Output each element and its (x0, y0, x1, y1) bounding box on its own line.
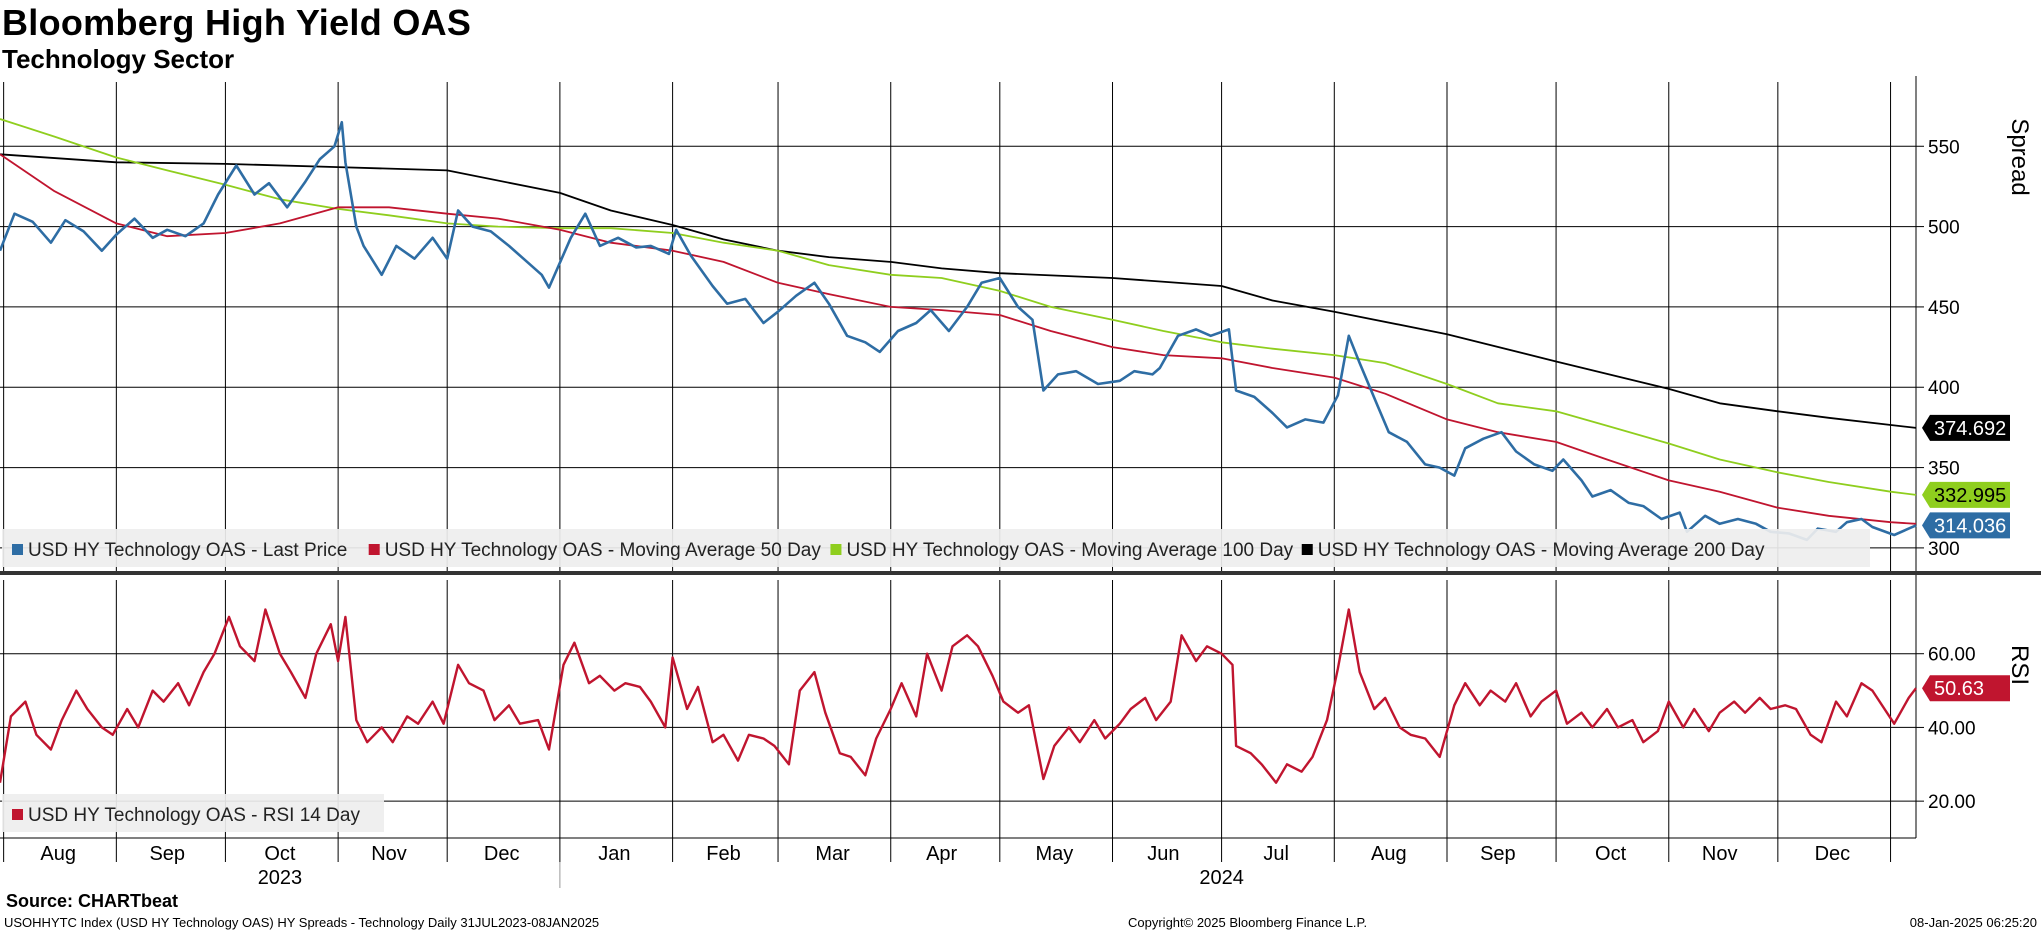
legend-swatch-ma100 (830, 544, 842, 555)
x-month-label: Jun (1147, 843, 1179, 865)
footer-source: Source: CHARTbeat (6, 891, 179, 911)
spread-panel-ytick-label: 450 (1928, 298, 1960, 319)
legend-swatch-rsi (12, 809, 23, 820)
x-month-label: Mar (815, 843, 850, 865)
x-year-label: 2024 (1199, 867, 1244, 889)
legend-label: USD HY Technology OAS - Moving Average 1… (846, 540, 1293, 561)
last-value-badge (1922, 675, 2010, 702)
page-title: Bloomberg High Yield OAS (2, 2, 472, 43)
last-value-label: 374.692 (1934, 418, 2006, 440)
spread-panel-axis-title: Spread (2006, 118, 2033, 195)
x-month-label: Oct (1595, 843, 1627, 865)
x-month-label: Sep (149, 843, 185, 865)
series-line-ma100 (0, 118, 1917, 496)
x-year-label: 2023 (258, 867, 303, 889)
rsi-panel-ytick-label: 60.00 (1928, 645, 1976, 666)
x-month-label: Nov (371, 843, 407, 865)
series-line-ma50 (0, 153, 1917, 525)
rsi-panel-ytick-label: 40.00 (1928, 718, 1976, 739)
last-value-label: 50.63 (1934, 678, 1984, 700)
legend-label: USD HY Technology OAS - Moving Average 2… (1318, 540, 1765, 561)
x-month-label: Jan (598, 843, 630, 865)
spread-panel-ytick-label: 400 (1928, 378, 1960, 399)
spread-panel-legend (2, 529, 1870, 567)
spread-panel-ytick-label: 500 (1928, 218, 1960, 239)
spread-panel-ytick-label: 550 (1928, 137, 1960, 158)
last-value-badge (1922, 414, 2010, 441)
x-month-label: Dec (484, 843, 520, 865)
rsi-panel-ytick-label: 20.00 (1928, 792, 1976, 813)
legend-swatch-last_price (12, 544, 23, 555)
x-month-label: Apr (926, 843, 957, 865)
series-line-last_price (0, 120, 1917, 542)
x-month-label: Nov (1702, 843, 1738, 865)
last-value-badge (1922, 481, 2010, 508)
x-month-label: Oct (264, 843, 296, 865)
legend-swatch-ma200 (1301, 544, 1313, 555)
x-month-label: Aug (1371, 843, 1407, 865)
footer-description: USOHHYTC Index (USD HY Technology OAS) H… (4, 915, 600, 930)
last-value-badge (1922, 512, 2010, 539)
rsi-panel-axis-title: RSI (2006, 645, 2033, 685)
series-line-ma200 (0, 153, 1917, 429)
legend-label: USD HY Technology OAS - RSI 14 Day (28, 805, 360, 826)
legend-label: USD HY Technology OAS - Last Price (28, 540, 347, 561)
x-month-label: Jul (1263, 843, 1289, 865)
legend-swatch-ma50 (368, 544, 380, 555)
last-value-label: 314.036 (1934, 515, 2006, 537)
x-month-label: May (1035, 843, 1073, 865)
x-month-label: Dec (1815, 843, 1851, 865)
x-month-label: Sep (1480, 843, 1516, 865)
spread-panel-ytick-label: 300 (1928, 539, 1960, 560)
page-subtitle: Technology Sector (2, 44, 235, 74)
chart-canvas: 300 350 400 450 500 550 Spread 374.692 332.995 31… (0, 76, 2041, 889)
footer-timestamp: 08-Jan-2025 06:25:20 (1909, 915, 2037, 930)
legend-label: USD HY Technology OAS - Moving Average 5… (385, 540, 822, 561)
footer-copyright: Copyright© 2025 Bloomberg Finance L.P. (1128, 915, 1368, 930)
spread-panel-ytick-label: 350 (1928, 459, 1960, 480)
last-value-label: 332.995 (1934, 485, 2006, 507)
rsi-panel-legend (2, 794, 384, 832)
series-line-rsi (0, 608, 1917, 784)
x-month-label: Aug (40, 843, 76, 865)
x-month-label: Feb (706, 843, 740, 865)
